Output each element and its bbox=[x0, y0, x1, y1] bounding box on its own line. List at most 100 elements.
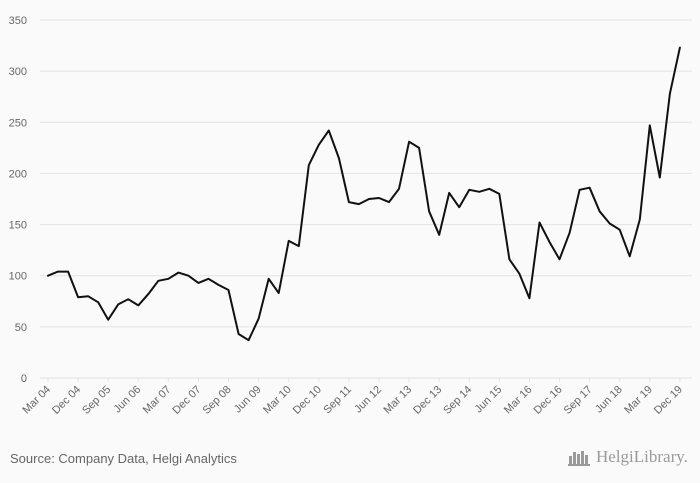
y-tick-label: 300 bbox=[9, 66, 27, 78]
data-point bbox=[127, 298, 129, 300]
y-tick-label: 50 bbox=[15, 322, 27, 334]
data-point bbox=[167, 278, 169, 280]
x-tick-label: Sep 08 bbox=[201, 384, 234, 417]
data-point bbox=[468, 189, 470, 191]
x-tick-label: Sep 17 bbox=[562, 384, 595, 417]
data-point bbox=[298, 245, 300, 247]
data-point bbox=[589, 187, 591, 189]
data-point bbox=[47, 275, 49, 277]
x-tick-label: Sep 11 bbox=[321, 384, 354, 417]
x-tick-label: Dec 10 bbox=[291, 384, 324, 417]
data-point bbox=[197, 282, 199, 284]
data-point bbox=[67, 271, 69, 273]
logo-text: HelgiLibrary. bbox=[596, 447, 688, 466]
data-point bbox=[488, 188, 490, 190]
x-tick-label: Jun 12 bbox=[352, 384, 384, 416]
data-point bbox=[177, 272, 179, 274]
data-point bbox=[57, 271, 59, 273]
data-point bbox=[348, 201, 350, 203]
x-tick-label: Mar 13 bbox=[381, 384, 414, 417]
data-point bbox=[518, 273, 520, 275]
data-point bbox=[218, 284, 220, 286]
data-point bbox=[248, 339, 250, 341]
data-point bbox=[398, 188, 400, 190]
x-tick-label: Sep 05 bbox=[80, 384, 113, 417]
data-point bbox=[207, 278, 209, 280]
y-tick-label: 200 bbox=[9, 168, 27, 180]
y-tick-label: 150 bbox=[9, 220, 27, 232]
helgi-library-logo[interactable]: HelgiLibrary. bbox=[568, 447, 688, 467]
data-point bbox=[228, 289, 230, 291]
data-point bbox=[328, 129, 330, 131]
source-note: Source: Company Data, Helgi Analytics bbox=[10, 451, 237, 466]
data-point bbox=[508, 258, 510, 260]
data-point bbox=[418, 147, 420, 149]
data-point bbox=[669, 93, 671, 95]
data-point bbox=[378, 197, 380, 199]
data-point bbox=[619, 229, 621, 231]
x-tick-label: Jun 09 bbox=[232, 384, 264, 416]
data-point bbox=[528, 297, 530, 299]
data-point bbox=[318, 144, 320, 146]
library-icon bbox=[568, 451, 590, 466]
x-tick-label: Dec 16 bbox=[532, 384, 565, 417]
x-tick-label: Mar 07 bbox=[141, 384, 174, 417]
x-tick-label: Jun 18 bbox=[593, 384, 625, 416]
y-tick-label: 100 bbox=[9, 271, 27, 283]
data-point bbox=[569, 232, 571, 234]
x-tick-label: Jun 06 bbox=[112, 384, 144, 416]
data-point bbox=[187, 275, 189, 277]
x-tick-label: Mar 04 bbox=[20, 384, 53, 417]
data-point bbox=[338, 157, 340, 159]
data-point bbox=[288, 240, 290, 242]
data-point bbox=[609, 223, 611, 225]
data-point bbox=[368, 198, 370, 200]
data-point bbox=[278, 292, 280, 294]
data-point bbox=[559, 258, 561, 260]
data-point bbox=[97, 301, 99, 303]
data-point bbox=[268, 278, 270, 280]
x-tick-label: Mar 16 bbox=[502, 384, 535, 417]
data-point bbox=[478, 191, 480, 193]
data-point bbox=[358, 203, 360, 205]
data-point bbox=[137, 304, 139, 306]
data-point bbox=[428, 210, 430, 212]
x-tick-label: Dec 13 bbox=[411, 384, 444, 417]
data-point bbox=[538, 222, 540, 224]
data-point bbox=[107, 319, 109, 321]
data-point bbox=[147, 293, 149, 295]
data-point bbox=[549, 241, 551, 243]
data-point bbox=[238, 333, 240, 335]
series-line bbox=[47, 46, 681, 342]
x-tick-label: Mar 10 bbox=[261, 384, 294, 417]
data-point bbox=[599, 210, 601, 212]
data-point bbox=[659, 177, 661, 179]
data-point bbox=[438, 234, 440, 236]
x-tick-label: Dec 07 bbox=[170, 384, 203, 417]
data-point bbox=[458, 206, 460, 208]
data-point bbox=[87, 295, 89, 297]
data-point bbox=[639, 218, 641, 220]
y-tick-label: 250 bbox=[9, 117, 27, 129]
data-point bbox=[77, 296, 79, 298]
data-point bbox=[579, 189, 581, 191]
x-tick-label: Mar 19 bbox=[622, 384, 655, 417]
data-point bbox=[308, 164, 310, 166]
data-point bbox=[388, 201, 390, 203]
x-tick-label: Dec 04 bbox=[50, 384, 83, 417]
data-point bbox=[258, 318, 260, 320]
x-tick-label: Sep 14 bbox=[441, 384, 474, 417]
data-point bbox=[117, 303, 119, 305]
x-tick-label: Dec 19 bbox=[652, 384, 685, 417]
y-tick-label: 350 bbox=[9, 15, 27, 27]
data-point bbox=[498, 193, 500, 195]
data-point bbox=[679, 47, 681, 49]
y-tick-label: 0 bbox=[21, 373, 27, 385]
data-point bbox=[629, 255, 631, 257]
data-point bbox=[649, 124, 651, 126]
x-tick-label: Jun 15 bbox=[473, 384, 505, 416]
data-point bbox=[448, 192, 450, 194]
data-point bbox=[408, 141, 410, 143]
